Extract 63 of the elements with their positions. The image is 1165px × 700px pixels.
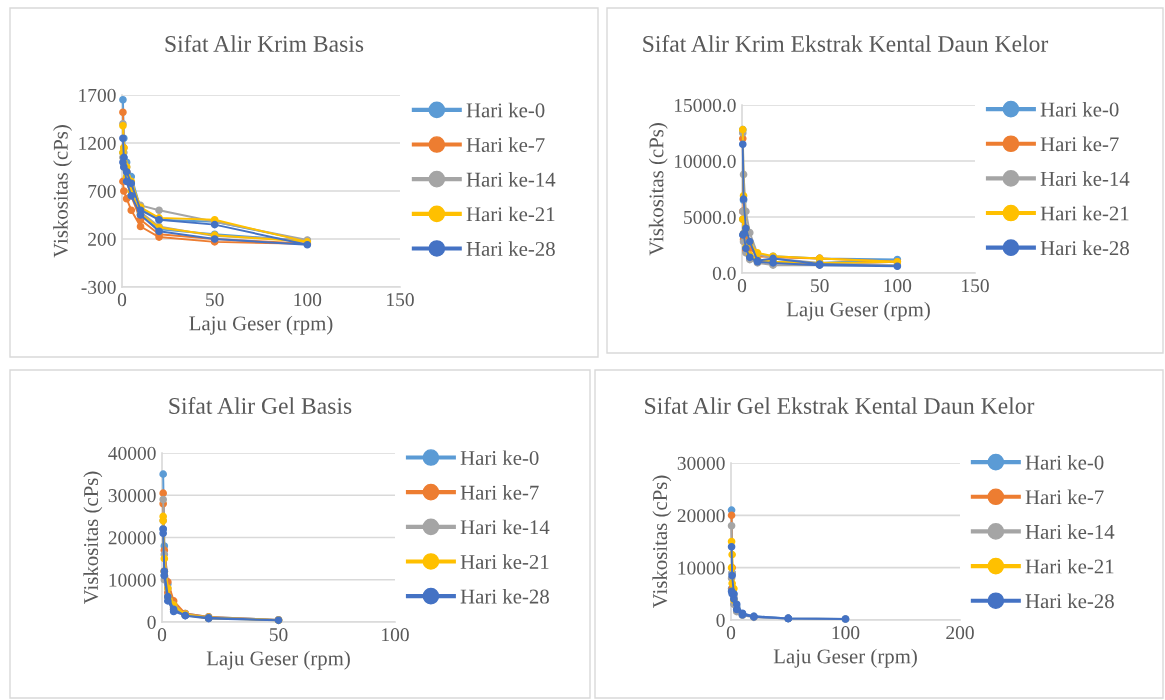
x-axis-title: Laju Geser (rpm): [773, 648, 917, 668]
x-tick-label: 100: [884, 279, 912, 293]
chart-title: Sifat Alir Gel Basis: [169, 397, 352, 414]
legend-label: Hari ke-0: [1025, 454, 1104, 470]
x-tick-label: 100: [382, 628, 409, 642]
x-axis-title: Laju Geser (rpm): [189, 315, 333, 335]
x-tick-label: 50: [811, 279, 829, 293]
y-axis-title: Viskositas (cPs): [83, 471, 103, 605]
y-tick-label: 0: [716, 613, 725, 627]
y-tick-label: 10000: [109, 573, 156, 587]
x-tick-label: 0: [117, 293, 127, 307]
x-tick-label: 150: [387, 293, 414, 307]
legend-label: Hari ke-14: [1040, 171, 1130, 186]
legend-label: Hari ke-0: [466, 102, 545, 118]
x-tick-label: 150: [962, 279, 989, 293]
legend-label: Hari ke-21: [466, 206, 555, 222]
y-tick-label: 40000: [108, 446, 156, 460]
x-tick-label: 0: [157, 628, 167, 642]
chart-title: Sifat Alir Krim Ekstrak Kental Daun Kelor: [643, 35, 1049, 52]
legend-label: Hari ke-28: [460, 588, 549, 604]
legend-label: Hari ke-21: [460, 554, 549, 569]
legend-label: Hari ke-28: [466, 241, 555, 256]
legend-label: Hari ke-28: [1040, 240, 1129, 256]
y-tick-label: 5000.0: [684, 210, 736, 225]
x-tick-label: 50: [206, 293, 224, 307]
y-tick-label: 700: [88, 184, 116, 198]
y-axis-title: Viskositas (cPs): [648, 123, 668, 256]
y-tick-label: 10000: [678, 561, 725, 575]
chart-title: Sifat Alir Gel Ekstrak Kental Daun Kelor: [645, 397, 1035, 414]
x-tick-label: 200: [946, 626, 974, 640]
x-axis-title: Laju Geser (rpm): [786, 301, 930, 321]
legend-label: Hari ke-7: [460, 485, 539, 500]
chart-title: Sifat Alir Krim Basis: [165, 35, 364, 52]
legend-label: Hari ke-0: [460, 450, 539, 466]
y-tick-label: 0.0: [712, 266, 736, 281]
y-tick-label: -300: [81, 280, 116, 294]
y-tick-label: 30000: [677, 456, 725, 470]
legend-label: Hari ke-14: [466, 172, 556, 187]
legend-label: Hari ke-28: [1025, 593, 1114, 609]
y-tick-label: 200: [88, 232, 116, 246]
y-tick-label: 1700: [79, 88, 116, 102]
y-axis-title: Viskositas (cPs): [652, 475, 672, 609]
legend-label: Hari ke-0: [1040, 101, 1119, 117]
legend-label: Hari ke-7: [466, 137, 545, 153]
legend-label: Hari ke-21: [1025, 558, 1114, 574]
y-tick-label: 15000.0: [674, 98, 736, 113]
y-tick-label: 20000: [108, 531, 156, 545]
legend-label: Hari ke-7: [1040, 136, 1119, 152]
y-tick-label: 1200: [79, 136, 116, 150]
legend-label: Hari ke-14: [1025, 524, 1115, 539]
legend-label: Hari ke-14: [460, 519, 550, 535]
x-tick-label: 50: [269, 628, 288, 642]
x-tick-label: 100: [294, 293, 322, 307]
legend-label: Hari ke-21: [1040, 205, 1129, 221]
y-tick-label: 20000: [677, 509, 725, 523]
y-axis-title: Viskositas (cPs): [53, 125, 72, 258]
y-tick-label: 0: [147, 615, 156, 629]
x-tick-label: 0: [737, 279, 747, 293]
y-tick-label: 30000: [108, 489, 156, 503]
x-axis-title: Laju Geser (rpm): [206, 650, 350, 670]
y-tick-label: 10000.0: [674, 154, 736, 169]
legend-label: Hari ke-7: [1025, 489, 1104, 505]
x-tick-label: 100: [832, 626, 860, 640]
